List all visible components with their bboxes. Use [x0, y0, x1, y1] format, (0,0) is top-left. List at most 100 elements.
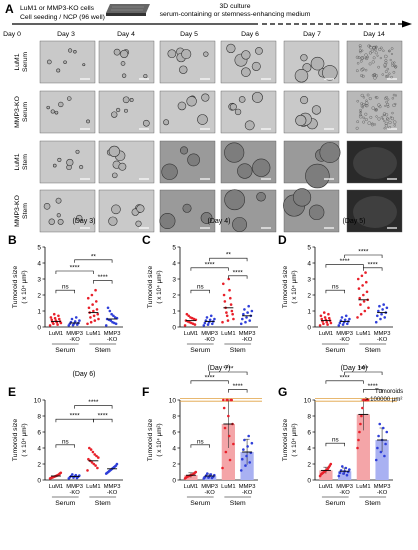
micrograph-cell — [220, 189, 277, 233]
row-label: MMP3-KO Serum — [14, 96, 29, 128]
tumoroid-blob — [52, 163, 57, 168]
tumoroid-blob — [159, 213, 176, 229]
cell-dot — [361, 74, 365, 78]
x-tick-label: LuM1 — [319, 484, 334, 490]
data-point — [375, 314, 379, 318]
cell-dot — [374, 96, 377, 99]
data-point — [337, 474, 341, 478]
data-point — [319, 314, 323, 318]
cell-dot — [388, 49, 391, 53]
data-point — [74, 473, 78, 477]
data-point — [89, 448, 93, 451]
data-point — [379, 317, 382, 321]
cell-dot — [355, 55, 359, 59]
data-point — [49, 316, 53, 319]
group-label: Stem — [230, 347, 246, 354]
data-point — [380, 312, 383, 316]
significance-label: ns — [332, 284, 339, 291]
data-point — [224, 450, 228, 454]
micrograph-cell — [159, 40, 216, 84]
micrograph-cell — [159, 189, 216, 233]
day-label: Day 7 — [303, 31, 321, 38]
data-point — [378, 304, 381, 308]
y-axis-label-main: Tumoroid size — [147, 266, 154, 309]
cell-dot — [386, 74, 390, 78]
data-point — [227, 434, 231, 438]
y-axis-label-unit: ( x 10⁴ μm²) — [291, 423, 298, 456]
micrograph-cell — [39, 90, 96, 134]
data-point — [227, 277, 231, 281]
chart-f: F (Day 7) Tumoroid size( x 10⁴ μm²) 0 2 4 6 8 10… — [142, 365, 262, 507]
significance-bracket: **** — [209, 366, 248, 375]
tumoroid-blob — [179, 65, 188, 74]
data-point — [341, 465, 344, 468]
cell-dot — [380, 116, 383, 119]
data-point — [86, 469, 89, 472]
significance-label: ns — [197, 438, 204, 445]
significance-label: ** — [91, 253, 97, 260]
data-point — [384, 442, 387, 446]
data-point — [222, 406, 226, 410]
data-point — [360, 414, 363, 418]
cell-dot — [384, 121, 388, 125]
tumoroid-blob — [129, 98, 134, 102]
tumoroid-blob — [118, 162, 127, 171]
cell-dot — [370, 49, 374, 53]
data-point — [246, 311, 249, 314]
micrograph-grid — [39, 40, 403, 233]
significance-label: **** — [98, 413, 109, 420]
cell-dot — [381, 117, 384, 120]
data-point — [385, 430, 389, 434]
data-point — [185, 312, 189, 316]
data-point — [115, 462, 119, 466]
group-label: Serum — [190, 500, 210, 507]
y-tick-label: 2 — [37, 461, 41, 468]
data-point — [243, 438, 246, 442]
day-label: Day 3 — [57, 31, 75, 38]
data-point — [59, 471, 63, 475]
data-point — [70, 317, 74, 321]
data-point — [57, 314, 60, 318]
data-point — [245, 316, 248, 319]
bar — [221, 424, 235, 480]
data-point — [208, 318, 212, 322]
cell-dot — [385, 100, 388, 104]
data-point — [247, 304, 250, 308]
data-point — [357, 287, 361, 290]
day-labels: Day 0 Day 3 Day 4 Day 5 Day 6 Day 7 Day 14 — [3, 31, 385, 38]
data-point — [86, 296, 90, 300]
y-tick-label: 4 — [37, 445, 41, 452]
significance-bracket: **** — [344, 366, 383, 375]
data-point — [87, 306, 91, 310]
data-point — [96, 312, 100, 316]
data-point — [345, 322, 349, 326]
row-label-line1: LuM1 — [14, 153, 21, 170]
significance-bracket: **** — [344, 249, 383, 258]
y-axis-label-main: Tumoroid size — [282, 266, 289, 309]
cell-dot — [361, 67, 365, 71]
data-point — [356, 316, 359, 319]
data-point — [227, 414, 230, 418]
data-point — [89, 316, 92, 319]
tumoroid-blob — [167, 49, 177, 59]
significance-bracket: **** — [228, 269, 248, 279]
cell-dot — [390, 52, 393, 56]
y-tick-label: 2 — [307, 292, 311, 299]
data-point — [243, 308, 246, 311]
cell-dot — [375, 96, 379, 100]
x-tick-label: MMP3 — [374, 331, 391, 337]
cell-dot — [387, 98, 390, 101]
x-tick-label: LuM1 — [86, 484, 101, 490]
x-tick-label: MMP3 — [104, 331, 121, 337]
bracket-line — [74, 405, 113, 409]
x-tick-label: -KO — [107, 337, 118, 343]
tumoroid-blob — [305, 163, 330, 189]
row-label-line1: MMP3-KO — [14, 96, 21, 128]
micrograph-cell — [220, 140, 277, 184]
tumoroid-blob — [58, 101, 64, 108]
x-tick-label: LuM1 — [221, 331, 236, 337]
bracket-line — [363, 267, 383, 271]
data-point — [203, 321, 207, 325]
y-tick-label: 0 — [307, 324, 311, 331]
y-axis-label: Tumoroid size( x 10⁴ μm²) — [147, 266, 163, 309]
